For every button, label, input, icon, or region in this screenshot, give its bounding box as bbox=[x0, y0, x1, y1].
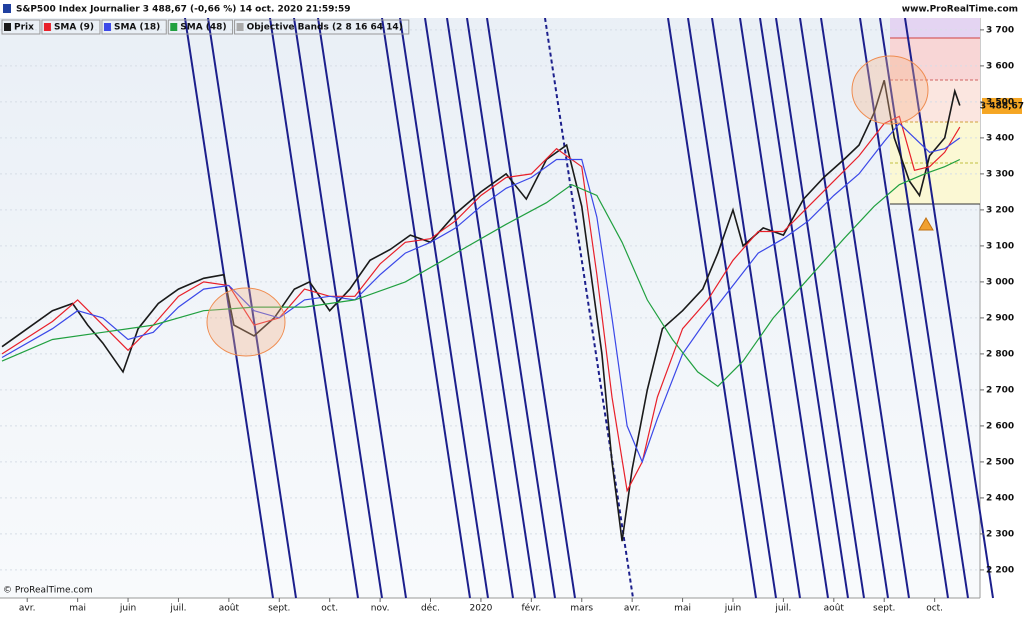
y-tick-label: 2 700 bbox=[986, 385, 1014, 395]
highlight-circle bbox=[206, 287, 286, 357]
x-tick-label: mars bbox=[570, 604, 593, 614]
legend-label: Prix bbox=[14, 23, 34, 33]
y-tick-label: 3 500 bbox=[986, 97, 1014, 107]
axis-background bbox=[980, 0, 1024, 614]
last-price-box bbox=[982, 97, 1022, 114]
diagonal-line bbox=[424, 17, 514, 599]
legend-box bbox=[101, 19, 167, 35]
legend-box bbox=[167, 19, 234, 35]
diagonal-line bbox=[184, 17, 274, 599]
x-tick-label: 2020 bbox=[469, 604, 492, 614]
diagonal-line bbox=[775, 17, 865, 599]
legend-label: SMA (9) bbox=[54, 23, 94, 33]
x-tick-label: juin bbox=[119, 604, 136, 614]
x-tick-label: mai bbox=[674, 604, 691, 614]
diagonal-line bbox=[446, 17, 536, 599]
diagonal-line bbox=[381, 17, 471, 599]
zone bbox=[890, 80, 980, 122]
y-tick-label: 2 500 bbox=[986, 457, 1014, 467]
series-line bbox=[1, 122, 961, 464]
x-tick-label: mai bbox=[69, 604, 86, 614]
legend-swatch bbox=[170, 23, 178, 31]
series bbox=[1, 80, 961, 542]
highlight-circle bbox=[851, 55, 929, 125]
copyright: © ProRealTime.com bbox=[3, 586, 93, 596]
legend-label: SMA (48) bbox=[180, 23, 226, 33]
y-tick-label: 3 700 bbox=[986, 25, 1014, 35]
diagonal-line bbox=[269, 17, 359, 599]
x-tick-label: févr. bbox=[521, 603, 541, 614]
series-line bbox=[1, 158, 961, 388]
diagonal-line bbox=[293, 17, 383, 599]
y-tick-label: 3 600 bbox=[986, 61, 1014, 71]
diagonal-line bbox=[317, 17, 407, 599]
chart-title: S&P500 Index Journalier 3 488,67 (-0,66 … bbox=[16, 5, 351, 15]
x-tick-label: nov. bbox=[371, 604, 390, 614]
diagonal-line bbox=[399, 17, 489, 599]
y-tick-label: 2 800 bbox=[986, 349, 1014, 359]
y-tick-label: 3 200 bbox=[986, 205, 1014, 215]
legend-swatch bbox=[43, 23, 51, 31]
x-tick-label: août bbox=[824, 604, 845, 614]
header-bar bbox=[0, 0, 1024, 18]
diagonal-line bbox=[879, 17, 969, 599]
legend: Prix SMA (9) SMA (18) SMA (48) Objective Ban… bbox=[1, 19, 410, 35]
diagonal-line bbox=[904, 17, 994, 599]
legend-box bbox=[1, 19, 41, 35]
diagonal-line bbox=[799, 17, 889, 599]
legend-box bbox=[234, 19, 410, 35]
legend-label: SMA (18) bbox=[114, 23, 160, 33]
y-tick-label: 2 600 bbox=[986, 421, 1014, 431]
legend-swatch bbox=[103, 23, 111, 31]
diagonal-line bbox=[667, 17, 757, 599]
x-tick-label: déc. bbox=[421, 603, 440, 614]
y-tick-label: 2 300 bbox=[986, 529, 1014, 539]
series-line bbox=[1, 80, 961, 542]
site: www.ProRealTime.com bbox=[902, 5, 1018, 15]
diagonal-line bbox=[466, 17, 556, 599]
y-tick-label: 2 400 bbox=[986, 493, 1014, 503]
y-tick-label: 3 400 bbox=[986, 133, 1014, 143]
y-tick-label: 3 300 bbox=[986, 169, 1014, 179]
x-tick-label: juil. bbox=[169, 604, 186, 614]
x-tick-label: juin bbox=[724, 604, 741, 614]
diagonal-line bbox=[739, 17, 829, 599]
x-tick-label: avr. bbox=[19, 604, 36, 614]
icon bbox=[3, 4, 11, 13]
diagonal-line bbox=[711, 17, 801, 599]
x-tick-label: oct. bbox=[926, 604, 943, 614]
diagonal-line bbox=[687, 17, 777, 599]
last-price-label: 3 488,67 bbox=[980, 101, 1024, 111]
diagonal-line bbox=[486, 17, 576, 599]
x-tick-label: août bbox=[219, 604, 240, 614]
x-tick-label: sept. bbox=[268, 604, 290, 614]
legend-box bbox=[41, 19, 101, 35]
y-tick-label: 2 900 bbox=[986, 313, 1014, 323]
legend-label: Objective Bands (2 8 16 64 14) bbox=[247, 23, 403, 33]
legend-swatch bbox=[236, 23, 244, 31]
diagonal-line bbox=[820, 17, 910, 599]
y-tick-label: 2 200 bbox=[986, 565, 1014, 575]
y-tick-label: 3 100 bbox=[986, 241, 1014, 251]
y-tick-label: 3 000 bbox=[986, 277, 1014, 287]
diagonal-lines bbox=[184, 17, 994, 599]
x-tick-label: avr. bbox=[624, 604, 641, 614]
signal-triangle bbox=[918, 217, 934, 231]
diagonal-line bbox=[859, 17, 949, 599]
x-tick-label: sept. bbox=[873, 604, 895, 614]
x-tick-label: juil. bbox=[774, 604, 791, 614]
diagonal-line bbox=[759, 17, 849, 599]
x-tick-label: oct. bbox=[321, 604, 338, 614]
legend-swatch bbox=[4, 23, 11, 31]
series-line bbox=[1, 115, 961, 493]
